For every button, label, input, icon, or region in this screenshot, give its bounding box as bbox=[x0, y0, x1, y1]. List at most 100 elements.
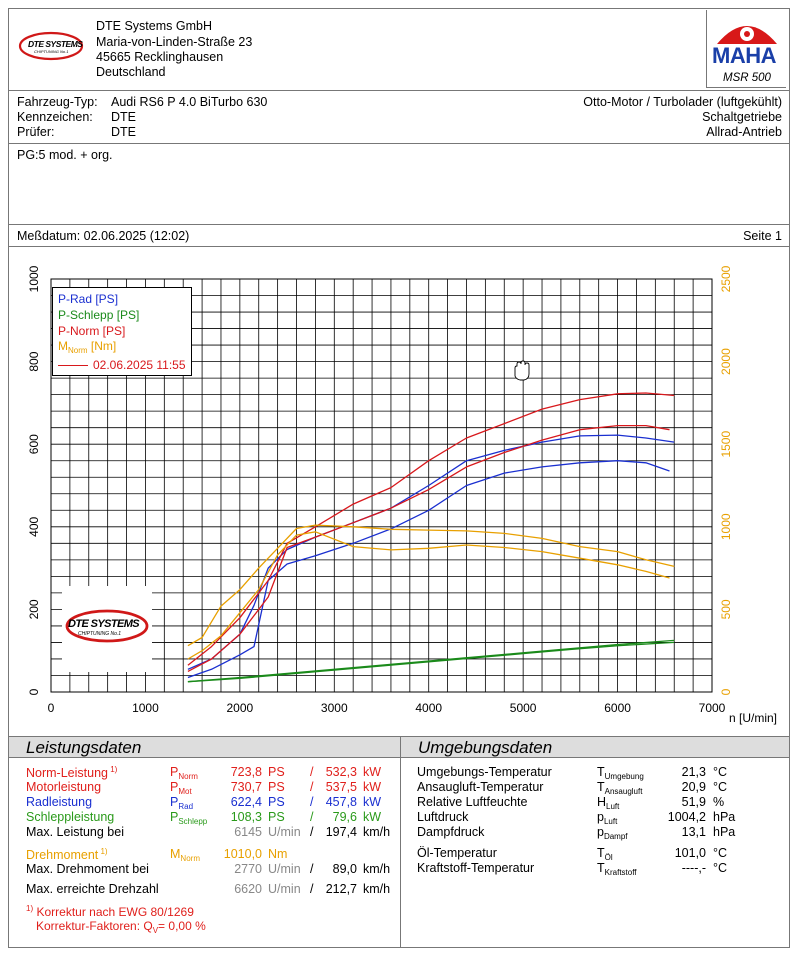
env-unit: °C bbox=[713, 846, 728, 860]
vehicle-type-label: Fahrzeug-Typ: bbox=[17, 95, 98, 109]
env-label: Dampfdruck bbox=[417, 825, 485, 839]
vehicle-plate-label: Kennzeichen: bbox=[17, 110, 93, 124]
env-value: 13,1 bbox=[681, 825, 706, 839]
chart-dte-logo-text: DTE SYSTEMS bbox=[68, 618, 140, 630]
y-right-tick-label: 2000 bbox=[719, 348, 733, 375]
footnote-factors-label: Korrektur-Faktoren: Q bbox=[36, 919, 153, 933]
y-right-tick-label: 1000 bbox=[719, 513, 733, 540]
x-tick-label: 6000 bbox=[604, 701, 631, 715]
y-left-tick-label: 200 bbox=[27, 599, 41, 619]
y-right-tick-label: 0 bbox=[719, 688, 733, 695]
perf-value-1: 6145 bbox=[234, 825, 262, 839]
column-divider bbox=[400, 737, 401, 947]
divider bbox=[8, 224, 790, 225]
divider bbox=[8, 143, 790, 144]
perf-value-1: 723,8 bbox=[230, 765, 262, 779]
perf-unit-1: PS bbox=[268, 795, 285, 809]
perf-value-2: 457,8 bbox=[325, 795, 357, 809]
env-unit: % bbox=[713, 795, 725, 809]
torque-symbol: MNorm bbox=[170, 847, 200, 863]
perf-label: Max. Leistung bei bbox=[26, 825, 124, 839]
perf-value-2: 532,3 bbox=[325, 765, 357, 779]
perf-separator: / bbox=[310, 780, 314, 794]
env-value: 20,9 bbox=[681, 780, 706, 794]
env-value: 51,9 bbox=[681, 795, 706, 809]
vehicle-type-value: Audi RS6 P 4.0 BiTurbo 630 bbox=[111, 95, 268, 109]
perf-separator: / bbox=[310, 795, 314, 809]
y-left-tick-label: 0 bbox=[27, 688, 41, 695]
y-right-tick-label: 1500 bbox=[719, 431, 733, 458]
divider bbox=[8, 736, 790, 737]
env-symbol: TUmgebung bbox=[597, 765, 644, 781]
env-unit: hPa bbox=[713, 825, 736, 839]
perf-symbol: PSchlepp bbox=[170, 810, 208, 826]
series-line-p-schlepp-reference bbox=[187, 641, 675, 683]
env-label: Umgebungs-Temperatur bbox=[417, 765, 552, 779]
perf-symbol: PRad bbox=[170, 795, 194, 811]
perf-label: Radleistung bbox=[26, 795, 93, 809]
perf-unit-2: kW bbox=[363, 795, 382, 809]
dte-logo-sub: CHIPTUNING No.1 bbox=[34, 49, 69, 54]
perf-unit-2: kW bbox=[363, 765, 382, 779]
torque-value: 1010,0 bbox=[223, 847, 262, 861]
footnote-mark: 1) bbox=[26, 904, 34, 913]
chart-dte-logo-sub: CHIPTUNING No.1 bbox=[78, 631, 122, 637]
env-symbol: pDampf bbox=[597, 825, 628, 841]
x-tick-label: 2000 bbox=[227, 701, 254, 715]
y-right-tick-label: 2500 bbox=[719, 265, 733, 292]
tester-label: Prüfer: bbox=[17, 125, 55, 139]
report-frame bbox=[8, 8, 790, 948]
footnote-factors-sub: V bbox=[152, 926, 159, 935]
env-symbol: TÖl bbox=[597, 846, 613, 862]
y-right-tick-label: 500 bbox=[719, 599, 733, 619]
torque-at-label: Max. Drehmoment bei bbox=[26, 862, 149, 876]
perf-label: Schleppleistung bbox=[26, 810, 115, 824]
series-line-p-norm-reference bbox=[187, 424, 670, 672]
x-axis-label: n [U/min] bbox=[729, 711, 777, 725]
maha-gear-icon bbox=[717, 26, 777, 44]
env-label: Öl-Temperatur bbox=[417, 846, 497, 860]
y-left-tick-label: 600 bbox=[27, 434, 41, 454]
y-left-tick-label: 400 bbox=[27, 516, 41, 536]
perf-separator: / bbox=[310, 825, 314, 839]
footnote-factors: Korrektur-Faktoren: QV= 0,00 % bbox=[36, 919, 206, 935]
max-rpm-speed-unit: km/h bbox=[363, 882, 391, 896]
perf-value-1: 108,3 bbox=[230, 810, 262, 824]
company-street: Maria-von-Linden-Straße 23 bbox=[96, 35, 253, 49]
leistungsdaten-title: Leistungsdaten bbox=[26, 738, 142, 757]
x-tick-label: 1000 bbox=[132, 701, 159, 715]
legend-p-schlepp: P-Schlepp [PS] bbox=[58, 308, 140, 322]
maha-logo-box: MAHA MSR 500 bbox=[706, 10, 786, 88]
perf-value-2: 79,6 bbox=[332, 810, 357, 824]
env-value: 1004,2 bbox=[667, 810, 706, 824]
footnote-correction-text: Korrektur nach EWG 80/1269 bbox=[36, 905, 194, 919]
x-tick-label: 3000 bbox=[321, 701, 348, 715]
divider bbox=[8, 246, 790, 247]
perf-value-2: 537,5 bbox=[325, 780, 357, 794]
max-rpm-speed: 212,7 bbox=[325, 882, 357, 896]
company-city: 45665 Recklinghausen bbox=[96, 50, 224, 64]
torque-at-speed: 89,0 bbox=[332, 862, 357, 876]
env-value: 101,0 bbox=[674, 846, 706, 860]
env-value: ----,- bbox=[681, 861, 706, 875]
perf-unit-1: PS bbox=[268, 765, 285, 779]
footnote-correction: 1) Korrektur nach EWG 80/1269 bbox=[26, 904, 194, 919]
perf-symbol: PNorm bbox=[170, 765, 198, 781]
max-rpm-sep: / bbox=[310, 882, 314, 896]
legend-p-norm: P-Norm [PS] bbox=[58, 324, 126, 338]
perf-unit-1: PS bbox=[268, 780, 285, 794]
legend-ref-line bbox=[58, 365, 88, 366]
torque-unit: Nm bbox=[268, 847, 288, 861]
perf-label: Norm-Leistung 1) bbox=[26, 765, 118, 781]
env-label: Relative Luftfeuchte bbox=[417, 795, 528, 809]
series-line-p-rad-current bbox=[187, 434, 675, 670]
torque-at-rpm: 2770 bbox=[234, 862, 262, 876]
env-symbol: TAnsaugluft bbox=[597, 780, 643, 796]
torque-at-rpm-unit: U/min bbox=[268, 862, 301, 876]
perf-unit-2: km/h bbox=[363, 825, 391, 839]
divider bbox=[8, 90, 790, 91]
chart-dte-logo: DTE SYSTEMS CHIPTUNING No.1 bbox=[62, 586, 152, 672]
legend-m-norm-sub: Norm bbox=[68, 346, 88, 355]
chart-series bbox=[187, 392, 675, 683]
env-unit: hPa bbox=[713, 810, 736, 824]
